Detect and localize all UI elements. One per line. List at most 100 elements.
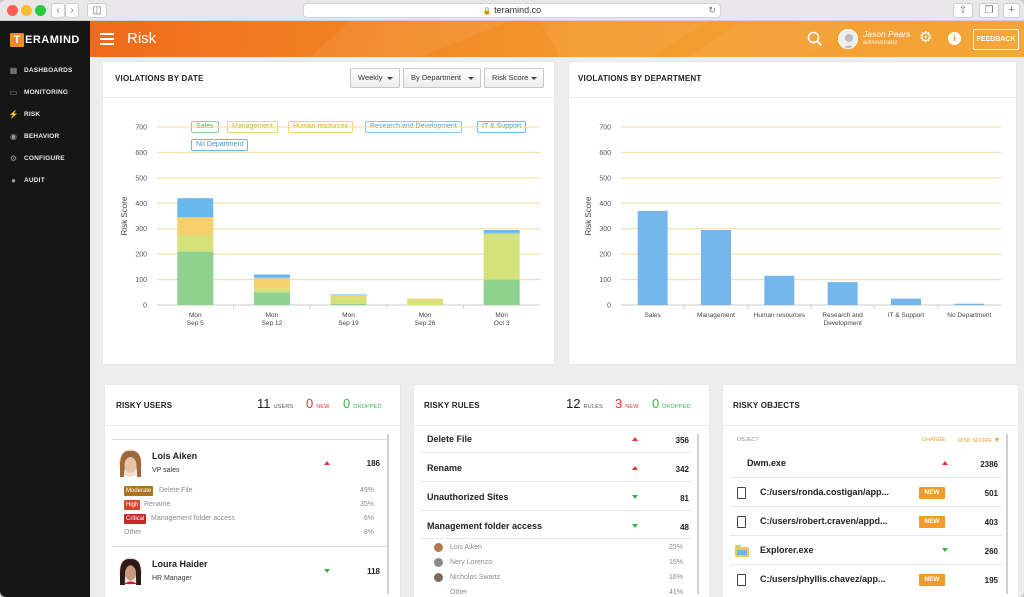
sidebar-toggle-button[interactable]: ◫ xyxy=(87,3,107,18)
y-tick-label: 500 xyxy=(135,175,147,182)
object-name: Explorer.exe xyxy=(760,545,814,555)
toggle-icon: ◉ xyxy=(10,131,17,141)
x-tick-label: Human resources xyxy=(754,312,806,319)
users-count: 11 USERS xyxy=(257,396,294,411)
activity-label: Management folder access xyxy=(151,515,236,522)
x-tick-label: Sep 26 xyxy=(415,320,436,327)
tabs-button[interactable]: ❐ xyxy=(979,3,999,18)
divider xyxy=(414,425,709,426)
share-button[interactable]: ⇧ xyxy=(953,3,973,18)
feedback-button[interactable]: FEEDBACK xyxy=(973,29,1019,50)
menu-icon[interactable] xyxy=(100,33,114,45)
activity-percent: 6% xyxy=(363,515,374,522)
user-name: Loura Haider xyxy=(152,559,208,569)
sidebar-item-audit[interactable]: ● AUDIT xyxy=(0,169,90,191)
caret-down-icon xyxy=(468,77,474,80)
group-dropdown[interactable]: By Department xyxy=(403,68,481,88)
period-dropdown[interactable]: Weekly xyxy=(350,68,400,88)
reload-icon[interactable]: ↻ xyxy=(708,5,716,15)
folder-icon xyxy=(735,545,749,557)
new-tab-button[interactable]: + xyxy=(1003,3,1020,18)
minimize-window-button[interactable] xyxy=(21,5,32,16)
rule-user-percent: 41% xyxy=(668,589,683,596)
y-tick-label: 600 xyxy=(135,150,147,157)
risky-users-title: RISKY USERS xyxy=(116,401,173,410)
divider xyxy=(112,439,387,440)
severity-badge: High xyxy=(124,500,141,510)
chevron-left-icon: ‹ xyxy=(56,5,60,16)
forward-button[interactable]: › xyxy=(65,3,79,18)
avatar xyxy=(119,557,142,585)
divider xyxy=(103,97,554,98)
rule-score: 81 xyxy=(680,494,689,503)
activity-percent: 49% xyxy=(359,487,374,494)
avatar[interactable] xyxy=(838,29,858,49)
trend-up-icon xyxy=(942,461,948,465)
info-icon[interactable]: i xyxy=(948,32,961,45)
objects-scrollbar[interactable] xyxy=(1006,434,1008,594)
y-tick-label: 200 xyxy=(599,252,611,259)
rules-scrollbar[interactable] xyxy=(697,434,699,594)
rule-name: Rename xyxy=(427,463,463,473)
activity-label: Rename xyxy=(144,501,171,508)
legend-no-department[interactable]: No Department xyxy=(191,139,249,151)
bar-segment xyxy=(483,232,520,234)
rule-name: Unauthorized Sites xyxy=(427,492,509,502)
teramind-logo[interactable]: T ERAMIND xyxy=(10,32,80,48)
risky-rules-card xyxy=(414,385,709,597)
bar-segment xyxy=(253,274,290,278)
sidebar-item-dashboards[interactable]: ▦ DASHBOARDS xyxy=(9,65,73,75)
sidebar-item-monitoring[interactable]: ▭ MONITORING xyxy=(9,87,69,97)
user-score: 118 xyxy=(367,567,380,576)
search-icon[interactable] xyxy=(807,31,823,47)
risky-rules-title: RISKY RULES xyxy=(424,401,480,410)
sidebar-item-behavior[interactable]: ◉ BEHAVIOR xyxy=(10,131,60,141)
y-tick-label: 0 xyxy=(143,303,147,310)
x-tick-label: No Department xyxy=(947,312,991,319)
bar-segment xyxy=(177,235,214,252)
x-tick-label: Sep 12 xyxy=(262,320,283,327)
back-button[interactable]: ‹ xyxy=(51,3,65,18)
plus-icon: + xyxy=(1008,4,1015,16)
settings-gear-icon[interactable]: ⚙ xyxy=(919,29,933,46)
users-scrollbar[interactable] xyxy=(387,434,389,594)
zoom-window-button[interactable] xyxy=(35,5,46,16)
risky-objects-title: RISKY OBJECTS xyxy=(733,401,800,410)
rule-user-percent: 16% xyxy=(668,559,683,566)
metric-dropdown[interactable]: Risk Score xyxy=(484,68,544,88)
close-window-button[interactable] xyxy=(7,5,18,16)
user-name: Lois Aiken xyxy=(152,451,198,461)
user-score: 186 xyxy=(366,459,380,468)
column-header-object[interactable]: OBJECT xyxy=(737,437,759,443)
share-icon: ⇧ xyxy=(958,5,968,16)
dropped-users-count: 0 DROPPED xyxy=(343,396,382,411)
y-tick-label: 200 xyxy=(135,252,147,259)
lightning-icon: ⚡ xyxy=(8,109,19,119)
sidebar-item-configure[interactable]: ⚙ CONFIGURE xyxy=(9,153,65,163)
address-bar[interactable]: 🔒 teramind.co ↻ xyxy=(303,3,721,18)
column-header-risk-score[interactable]: RISK SCORE ▼ xyxy=(958,437,1001,444)
bar-segment xyxy=(253,277,290,279)
user-name[interactable]: Jason Pears xyxy=(863,29,911,39)
bar-segment xyxy=(483,279,520,305)
y-axis-label: Risk Score xyxy=(120,196,129,235)
trend-down-icon xyxy=(324,569,330,573)
monitor-icon: ▭ xyxy=(9,87,18,97)
x-tick-label: Research and xyxy=(822,312,863,319)
divider xyxy=(723,425,1018,426)
browser-toolbar: ‹ › ◫ 🔒 teramind.co ↻ ⇧ ❐ + xyxy=(0,0,1024,21)
dashboard-icon: ▦ xyxy=(9,65,18,75)
column-header-change[interactable]: CHANGE xyxy=(922,437,946,443)
bar-segment xyxy=(330,294,367,295)
bar xyxy=(701,229,731,305)
sidebar-icon: ◫ xyxy=(92,5,102,16)
sidebar-item-risk[interactable]: ⚡ RISK xyxy=(8,109,41,119)
divider xyxy=(730,506,1002,507)
trend-up-icon xyxy=(324,461,330,465)
caret-down-icon xyxy=(387,77,393,80)
rule-score: 48 xyxy=(680,523,689,532)
lock-icon: 🔒 xyxy=(482,8,492,15)
bar-segment xyxy=(407,299,444,305)
trend-up-icon xyxy=(632,466,638,470)
